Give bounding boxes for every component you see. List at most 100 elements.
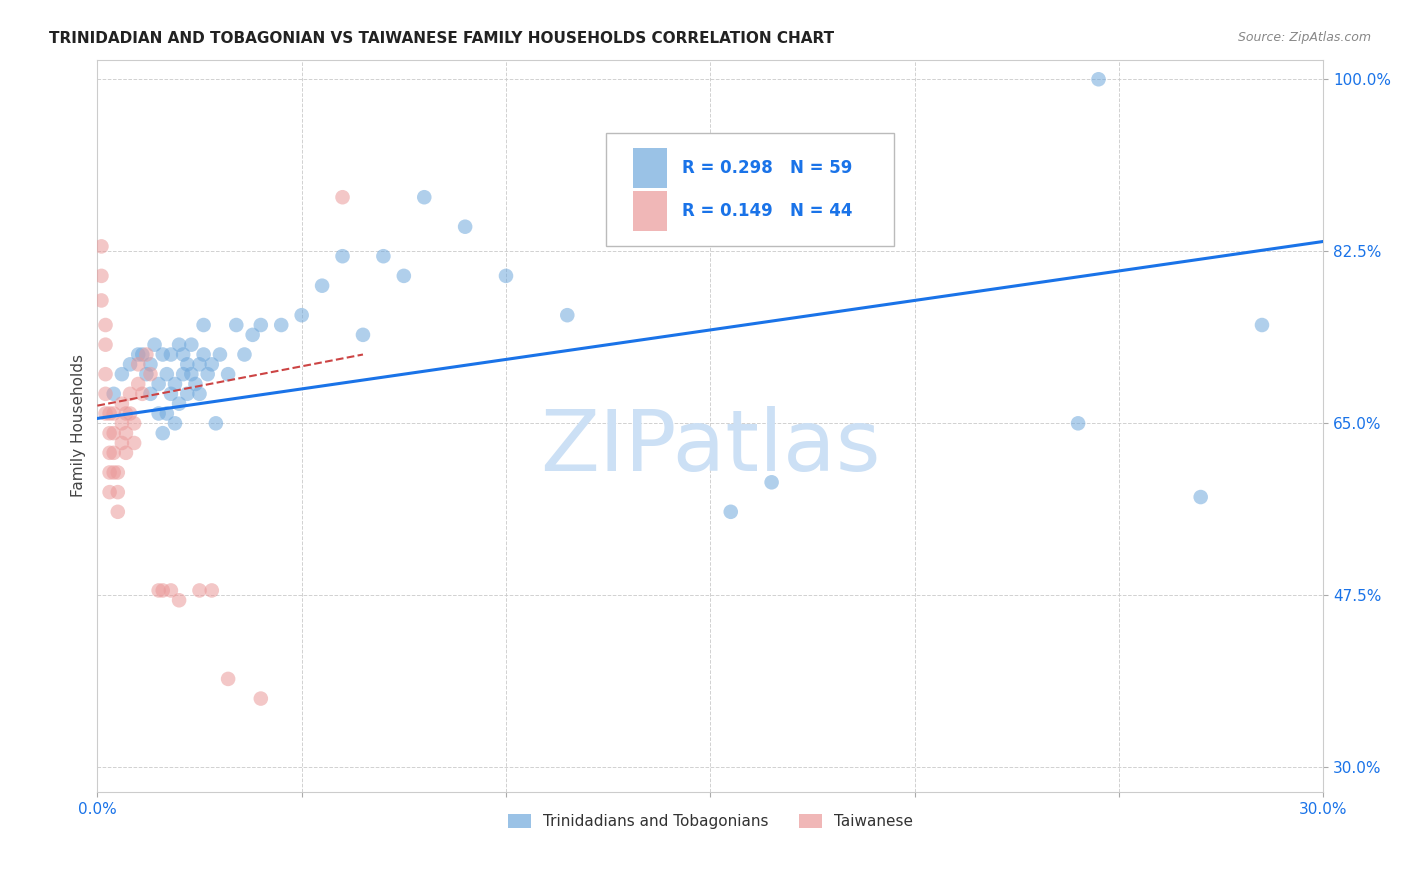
Trinidadians and Tobagonians — [176, 387, 198, 401]
Taiwanese — [118, 387, 141, 401]
Trinidadians and Tobagonians — [180, 337, 202, 351]
FancyBboxPatch shape — [633, 191, 668, 232]
Taiwanese — [98, 426, 121, 441]
Text: R = 0.149   N = 44: R = 0.149 N = 44 — [682, 202, 852, 220]
Trinidadians and Tobagonians — [617, 180, 640, 194]
Taiwanese — [90, 239, 112, 253]
Trinidadians and Tobagonians — [193, 347, 215, 361]
Trinidadians and Tobagonians — [143, 337, 166, 351]
Trinidadians and Tobagonians — [148, 407, 170, 421]
Taiwanese — [332, 190, 354, 204]
Taiwanese — [127, 357, 149, 371]
Trinidadians and Tobagonians — [163, 417, 186, 431]
Trinidadians and Tobagonians — [152, 426, 174, 441]
Trinidadians and Tobagonians — [217, 367, 239, 381]
Text: ZIPatlas: ZIPatlas — [540, 406, 880, 489]
Trinidadians and Tobagonians — [761, 475, 783, 490]
Taiwanese — [135, 347, 157, 361]
Trinidadians and Tobagonians — [1067, 417, 1090, 431]
Taiwanese — [90, 293, 112, 308]
Taiwanese — [139, 367, 162, 381]
Taiwanese — [249, 691, 271, 706]
Trinidadians and Tobagonians — [454, 219, 477, 234]
Taiwanese — [122, 436, 145, 450]
Trinidadians and Tobagonians — [201, 357, 224, 371]
Trinidadians and Tobagonians — [152, 347, 174, 361]
Trinidadians and Tobagonians — [413, 190, 436, 204]
Trinidadians and Tobagonians — [291, 308, 314, 322]
Trinidadians and Tobagonians — [118, 357, 141, 371]
Text: Source: ZipAtlas.com: Source: ZipAtlas.com — [1237, 31, 1371, 45]
Taiwanese — [118, 407, 141, 421]
Taiwanese — [107, 505, 129, 519]
Trinidadians and Tobagonians — [163, 376, 186, 391]
Trinidadians and Tobagonians — [139, 357, 162, 371]
Trinidadians and Tobagonians — [127, 347, 149, 361]
Trinidadians and Tobagonians — [172, 347, 194, 361]
Trinidadians and Tobagonians — [225, 318, 247, 332]
Trinidadians and Tobagonians — [555, 308, 578, 322]
Trinidadians and Tobagonians — [156, 407, 179, 421]
Trinidadians and Tobagonians — [205, 417, 228, 431]
Trinidadians and Tobagonians — [392, 268, 415, 283]
Trinidadians and Tobagonians — [148, 376, 170, 391]
Trinidadians and Tobagonians — [270, 318, 292, 332]
Trinidadians and Tobagonians — [1189, 490, 1212, 504]
Taiwanese — [94, 387, 117, 401]
Y-axis label: Family Households: Family Households — [72, 354, 86, 497]
Trinidadians and Tobagonians — [495, 268, 517, 283]
Text: TRINIDADIAN AND TOBAGONIAN VS TAIWANESE FAMILY HOUSEHOLDS CORRELATION CHART: TRINIDADIAN AND TOBAGONIAN VS TAIWANESE … — [49, 31, 834, 46]
Trinidadians and Tobagonians — [373, 249, 395, 263]
Trinidadians and Tobagonians — [233, 347, 256, 361]
Trinidadians and Tobagonians — [249, 318, 271, 332]
Trinidadians and Tobagonians — [1087, 72, 1109, 87]
Trinidadians and Tobagonians — [197, 367, 219, 381]
Trinidadians and Tobagonians — [352, 327, 374, 342]
FancyBboxPatch shape — [633, 148, 668, 188]
Taiwanese — [148, 583, 170, 598]
Trinidadians and Tobagonians — [103, 387, 125, 401]
Trinidadians and Tobagonians — [135, 367, 157, 381]
Taiwanese — [188, 583, 211, 598]
Trinidadians and Tobagonians — [160, 347, 183, 361]
Legend: Trinidadians and Tobagonians, Taiwanese: Trinidadians and Tobagonians, Taiwanese — [502, 808, 920, 836]
Taiwanese — [107, 485, 129, 500]
Taiwanese — [217, 672, 239, 686]
Taiwanese — [122, 417, 145, 431]
Taiwanese — [115, 407, 138, 421]
Trinidadians and Tobagonians — [1251, 318, 1274, 332]
Taiwanese — [94, 318, 117, 332]
Trinidadians and Tobagonians — [208, 347, 231, 361]
Text: R = 0.298   N = 59: R = 0.298 N = 59 — [682, 159, 852, 177]
Taiwanese — [94, 337, 117, 351]
Trinidadians and Tobagonians — [311, 278, 333, 293]
Taiwanese — [98, 407, 121, 421]
Trinidadians and Tobagonians — [160, 387, 183, 401]
Trinidadians and Tobagonians — [242, 327, 264, 342]
Trinidadians and Tobagonians — [184, 376, 207, 391]
Trinidadians and Tobagonians — [176, 357, 198, 371]
Taiwanese — [111, 417, 134, 431]
Trinidadians and Tobagonians — [188, 387, 211, 401]
Taiwanese — [131, 387, 153, 401]
Taiwanese — [90, 268, 112, 283]
Taiwanese — [201, 583, 224, 598]
FancyBboxPatch shape — [606, 133, 894, 246]
Taiwanese — [160, 583, 183, 598]
Trinidadians and Tobagonians — [172, 367, 194, 381]
Taiwanese — [152, 583, 174, 598]
Trinidadians and Tobagonians — [156, 367, 179, 381]
Trinidadians and Tobagonians — [332, 249, 354, 263]
Trinidadians and Tobagonians — [139, 387, 162, 401]
Trinidadians and Tobagonians — [111, 367, 134, 381]
Trinidadians and Tobagonians — [131, 347, 153, 361]
Taiwanese — [98, 466, 121, 480]
Taiwanese — [115, 426, 138, 441]
Taiwanese — [103, 466, 125, 480]
Taiwanese — [98, 485, 121, 500]
Taiwanese — [107, 466, 129, 480]
Trinidadians and Tobagonians — [180, 367, 202, 381]
Trinidadians and Tobagonians — [193, 318, 215, 332]
Taiwanese — [103, 407, 125, 421]
Trinidadians and Tobagonians — [167, 337, 190, 351]
